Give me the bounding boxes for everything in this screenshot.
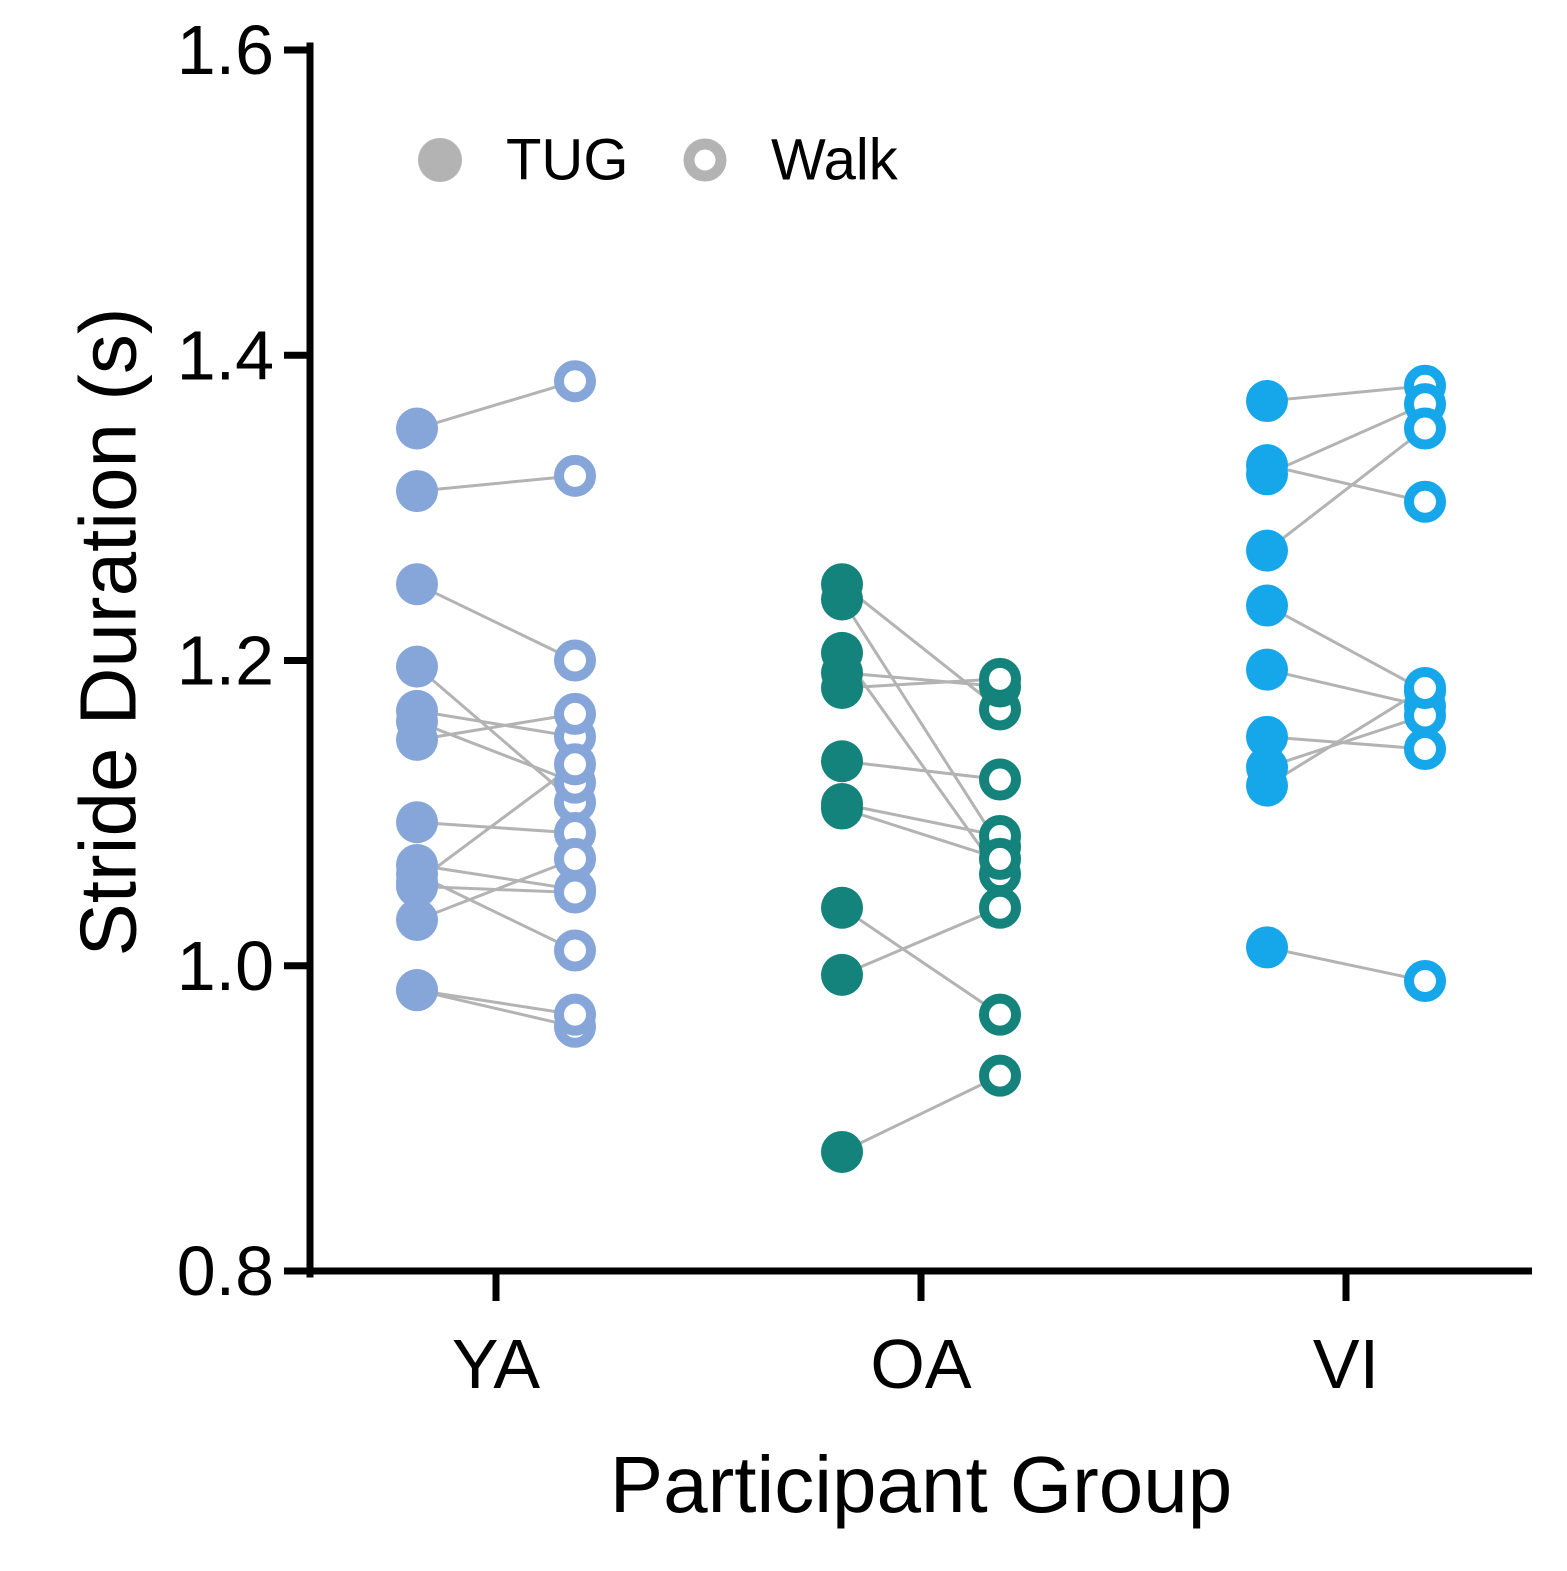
tug-point-ya [396,407,438,450]
tug-point-oa [821,787,863,830]
pair-line [416,988,576,1017]
tug-point-oa [821,578,863,621]
pair-line [416,582,576,662]
y-axis-ticks: 0.8 1.0 1.2 1.4 1.6 [177,11,310,1310]
y-tick-label: 1.0 [177,927,274,1005]
x-tick-label-vi: VI [1313,1325,1379,1403]
legend-label-walk: Walk [771,128,899,193]
tug-point-ya [396,645,438,688]
data-points [396,360,1446,1173]
tug-point-ya [396,563,438,606]
pair-line [841,906,1001,1016]
pair-line [416,665,576,804]
walk-point-ya [554,837,596,880]
pair-line [840,598,1002,848]
pair-line [841,759,1001,782]
walk-point-oa [979,758,1021,801]
tug-point-vi [1246,926,1288,969]
pair-line [1266,402,1426,476]
x-axis-title: Participant Group [610,1440,1233,1529]
tug-point-vi [1246,648,1288,691]
walk-point-ya [554,871,596,914]
pair-line [841,807,1001,861]
walk-point-vi [1404,407,1446,450]
tug-point-oa [821,740,863,783]
pair-line [841,802,1001,838]
walk-point-ya [554,929,596,972]
y-tick-label: 1.4 [177,316,274,394]
tug-point-vi [1246,453,1288,496]
legend-marker-tug [418,138,462,182]
walk-point-vi [1404,666,1446,709]
tug-point-ya [396,470,438,513]
tug-point-vi [1246,715,1288,758]
pair-line [416,988,576,1029]
pair-line [1266,427,1426,552]
walk-point-vi [1404,480,1446,523]
tug-point-oa [821,666,863,709]
tug-point-ya [396,865,438,908]
pair-line [416,712,576,742]
legend: TUG Walk [418,128,899,193]
y-tick-label: 1.2 [177,622,274,700]
walk-point-vi [1404,728,1446,771]
walk-point-ya [554,360,596,403]
pair-line [841,671,1001,688]
x-tick-label-ya: YA [452,1325,540,1403]
tug-point-vi [1246,380,1288,423]
walk-point-ya [554,692,596,735]
tug-point-vi [1246,584,1288,627]
tug-point-ya [396,898,438,941]
pair-line [841,677,1001,690]
pair-line [840,651,1002,876]
pair-line [1266,604,1426,693]
pair-line [416,379,576,430]
pair-line [416,720,576,784]
walk-point-oa [979,886,1021,929]
tug-point-ya [396,718,438,761]
y-tick-label: 1.6 [177,11,274,89]
tug-point-ya [396,969,438,1012]
walk-point-oa [979,837,1021,880]
pair-line [1266,668,1426,708]
walk-point-oa [979,1054,1021,1097]
pair-line [841,583,1001,711]
walk-point-ya [554,454,596,497]
legend-label-tug: TUG [506,128,628,193]
pair-line [416,857,576,922]
walk-point-ya [554,993,596,1036]
pair-line [1266,714,1426,769]
pair-line [416,820,576,835]
pair-line [416,863,576,891]
x-axis-ticks: YA OA VI [452,1271,1379,1403]
tug-point-vi [1246,764,1288,807]
tug-point-oa [821,886,863,929]
walk-point-oa [979,993,1021,1036]
pair-line [416,474,576,493]
pair-line [416,763,576,884]
pair-line [1266,463,1426,504]
pair-line [1266,945,1426,983]
walk-point-ya [554,639,596,682]
legend-marker-walk [683,138,727,182]
x-tick-label-oa: OA [870,1325,971,1403]
tug-point-ya [396,801,438,844]
pair-line [841,906,1001,977]
pair-line [1266,384,1426,403]
pair-connector-lines [416,379,1426,1154]
walk-point-oa [979,657,1021,700]
axes [306,42,1532,1278]
tug-point-oa [821,953,863,996]
y-tick-label: 0.8 [177,1232,274,1310]
y-axis-title: Stride Duration (s) [64,307,153,956]
pair-line [1266,686,1426,787]
walk-point-ya [554,743,596,786]
pair-line [416,709,576,739]
tug-point-vi [1246,529,1288,572]
pair-line [841,1074,1001,1154]
tug-point-oa [821,1130,863,1173]
walk-point-vi [1404,960,1446,1003]
